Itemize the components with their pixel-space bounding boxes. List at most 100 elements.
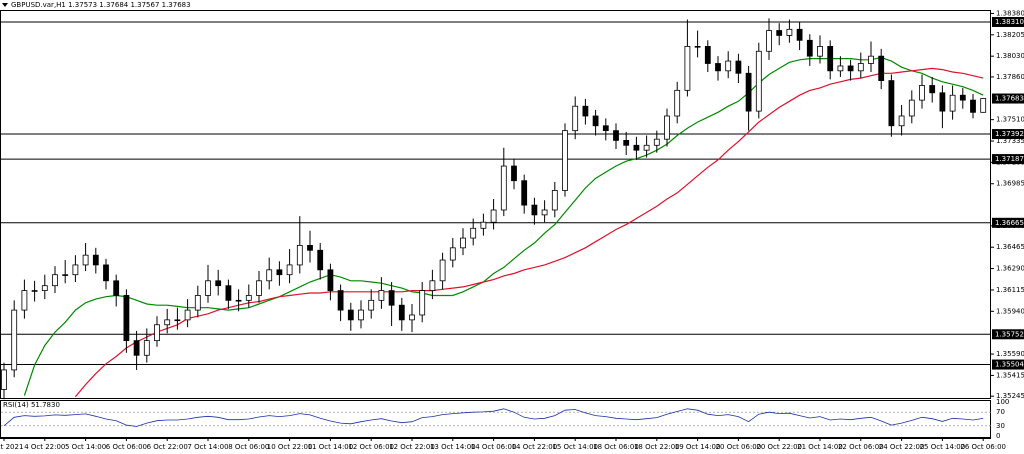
x-tick-label: 26 Oct 06:00 (960, 443, 1006, 451)
candle-body (225, 285, 232, 301)
candle-body (745, 72, 752, 112)
candle-body (31, 290, 38, 292)
level-box (992, 154, 1024, 165)
level-box (992, 359, 1024, 370)
x-tick-label: 12 Oct 06:00 (348, 443, 394, 451)
current-price-label: 1.37683 (995, 95, 1024, 103)
candle-body (337, 290, 344, 311)
candle-body (582, 105, 589, 117)
rsi-tick-label: 0 (996, 432, 1000, 440)
candle-body (194, 295, 201, 311)
y-tick-label: 1.36290 (996, 265, 1024, 273)
candle-body (521, 180, 528, 206)
candle-body (643, 144, 650, 151)
x-tick-label: 18 Oct 22:00 (634, 443, 680, 451)
candle-body (531, 204, 538, 216)
level-box (992, 129, 1024, 140)
candle-body (653, 138, 660, 146)
y-tick-label: 1.35415 (996, 371, 1024, 379)
candle-body (296, 244, 303, 266)
y-tick-label: 1.36115 (996, 286, 1024, 294)
candle-body (490, 209, 497, 223)
candle-body (419, 290, 426, 316)
candle-body (317, 249, 324, 271)
moving-average (74, 67, 984, 398)
rsi-line (3, 408, 984, 427)
candle-body (82, 254, 89, 266)
candle-body (776, 30, 783, 36)
candle-body (205, 280, 211, 296)
candle-body (92, 254, 99, 266)
candle-body (694, 46, 701, 48)
candle-body (796, 28, 803, 41)
x-tick-label: 6 Oct 06:00 (106, 443, 147, 451)
candle-body (970, 99, 976, 113)
x-tick-label: 20 Oct 06:00 (716, 443, 762, 451)
candle-body (980, 98, 987, 113)
candle-body (735, 60, 742, 74)
x-tick-label: 14 Oct 06:00 (471, 443, 517, 451)
main-frame (0, 10, 991, 399)
x-tick-label: 4 Oct 22:00 (24, 443, 65, 451)
candle-body (133, 340, 140, 356)
chart-title: GBPUSD.var,H1 1.37573 1.37684 1.37567 1.… (11, 1, 191, 9)
rsi-tick-label: 100 (996, 398, 1009, 406)
candle-body (898, 115, 905, 127)
level-label: 1.35504 (995, 361, 1024, 369)
candle-body (551, 190, 558, 211)
candle-body (174, 319, 181, 322)
candle-body (939, 92, 946, 112)
candle-body (480, 221, 487, 229)
x-tick-label: 1 Oct 2021 (0, 443, 23, 451)
candle-body (245, 295, 252, 301)
candle-body (949, 94, 956, 112)
candle-body (286, 264, 293, 276)
x-tick-label: 21 Oct 14:00 (797, 443, 843, 451)
candle-body (766, 30, 772, 52)
candle-body (276, 269, 283, 276)
candle-body (21, 290, 28, 311)
y-tick-label: 1.37510 (996, 116, 1024, 124)
level-label: 1.35752 (995, 330, 1024, 338)
candle-body (857, 63, 864, 72)
candle-body (449, 247, 456, 261)
y-tick-label: 1.38205 (996, 31, 1024, 39)
candle-body (562, 130, 568, 191)
rsi-label: RSI(14) 51.7830 (3, 401, 60, 409)
candle-body (184, 309, 191, 321)
candle-body (266, 269, 273, 282)
y-tick-label: 1.36985 (996, 180, 1024, 188)
candle-body (398, 304, 405, 321)
candle-body (378, 290, 385, 301)
candle-body (429, 280, 436, 291)
candle-body (725, 60, 732, 72)
level-label: 1.37392 (995, 130, 1024, 138)
candle-body (704, 46, 711, 64)
candle-body (959, 94, 966, 101)
rsi-frame (0, 400, 991, 438)
candle-body (592, 115, 599, 127)
candle-body (409, 314, 415, 321)
candle-body (215, 280, 222, 287)
rsi-tick-label: 30 (996, 422, 1005, 430)
candle-body (358, 309, 364, 321)
menu-arrow (2, 3, 8, 7)
x-tick-label: 5 Oct 14:00 (65, 443, 106, 451)
rsi-tick-label: 70 (996, 408, 1005, 416)
candle-body (806, 39, 813, 57)
candle-body (368, 299, 375, 311)
y-tick-label: 1.37335 (996, 137, 1024, 145)
candle-body (307, 244, 313, 251)
x-tick-label: 10 Oct 22:00 (267, 443, 313, 451)
x-tick-label: 19 Oct 14:00 (675, 443, 721, 451)
y-tick-label: 1.35245 (996, 392, 1024, 400)
y-tick-label: 1.35590 (996, 350, 1024, 358)
candle-body (572, 105, 579, 132)
candle-body (52, 274, 58, 287)
candle-body (664, 115, 670, 140)
candle-body (164, 319, 171, 326)
candle-body (868, 55, 874, 64)
candle-body (908, 99, 915, 117)
